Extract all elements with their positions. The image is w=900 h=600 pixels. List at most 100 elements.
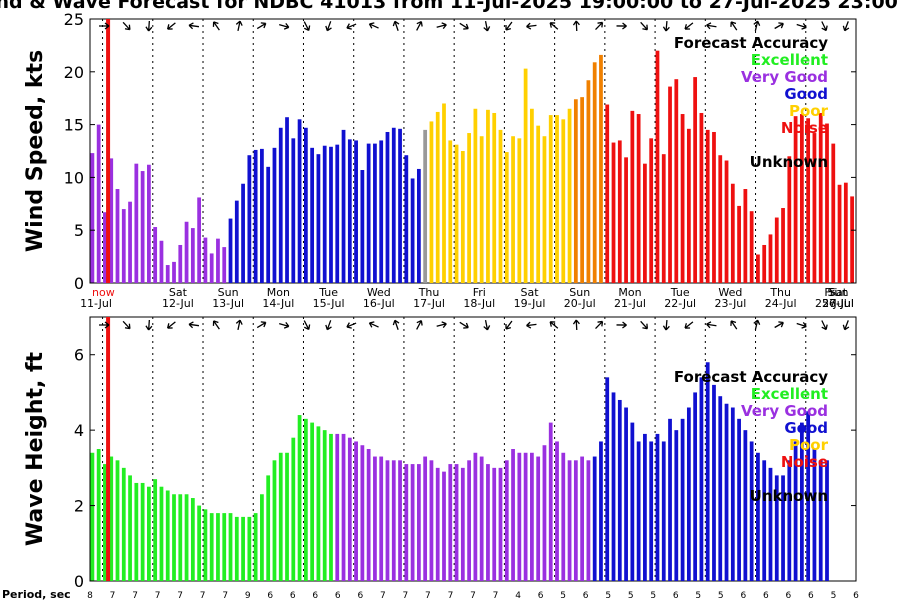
bar <box>153 227 158 283</box>
direction-arrow-icon <box>684 22 694 30</box>
bar <box>705 362 710 581</box>
bar <box>599 441 603 581</box>
bar <box>172 494 176 581</box>
bar <box>806 411 811 581</box>
day-tick-name: Tue <box>670 286 690 299</box>
period-value: 6 <box>673 591 679 600</box>
period-value: 7 <box>380 591 386 600</box>
day-tick-date: 25-Jul <box>815 297 847 310</box>
direction-arrow-icon <box>706 321 717 329</box>
bar <box>329 146 333 283</box>
bar <box>398 460 402 581</box>
bar <box>617 399 622 581</box>
bar <box>756 254 760 283</box>
period-value: 7 <box>425 591 431 600</box>
bar <box>511 449 515 581</box>
bar <box>460 467 465 581</box>
direction-arrow-icon <box>303 320 311 331</box>
bar <box>712 131 716 283</box>
bar <box>253 513 258 581</box>
bar <box>781 208 785 283</box>
bar <box>197 505 202 581</box>
bar <box>234 516 239 581</box>
bar <box>749 441 754 581</box>
bar <box>743 430 748 581</box>
day-tick-name: Mon <box>618 286 641 299</box>
bar <box>517 452 522 581</box>
direction-arrow-icon <box>166 22 176 30</box>
direction-arrow-icon <box>122 21 131 31</box>
bar <box>511 136 515 283</box>
bar <box>850 196 854 283</box>
direction-arrow-icon <box>549 22 559 30</box>
bar <box>442 103 446 283</box>
bar <box>216 513 220 581</box>
bar <box>335 433 340 581</box>
bar <box>718 155 723 283</box>
direction-arrow-icon <box>616 22 627 30</box>
bar <box>128 201 132 283</box>
bar <box>492 112 497 283</box>
direction-arrow-icon <box>368 22 379 29</box>
bar <box>674 430 679 581</box>
bar <box>253 149 258 283</box>
direction-arrow-icon <box>595 320 604 330</box>
period-value: 7 <box>132 591 138 600</box>
bar <box>272 460 277 581</box>
day-tick-date: 11-Jul <box>80 297 112 310</box>
period-value: 6 <box>853 591 859 600</box>
bar <box>347 139 352 283</box>
bar <box>316 426 321 581</box>
period-value: 6 <box>290 591 296 600</box>
bar <box>354 140 358 283</box>
bar <box>209 513 214 581</box>
bar <box>335 144 340 283</box>
direction-arrow-icon <box>640 21 648 31</box>
period-value: 6 <box>267 591 273 600</box>
bar <box>266 166 271 283</box>
bar <box>121 467 126 581</box>
direction-arrow-icon <box>572 20 580 32</box>
legend-title: Forecast Accuracy <box>674 368 828 386</box>
bar <box>611 392 616 581</box>
bar <box>486 464 490 581</box>
day-tick-date: 14-Jul <box>262 297 294 310</box>
direction-arrow-icon <box>235 20 243 32</box>
bar <box>743 189 748 283</box>
bar <box>354 441 358 581</box>
chart-title: Wind & Wave Forecast for NDBC 41013 from… <box>0 0 900 13</box>
bar <box>636 441 641 581</box>
y-tick-label: 0 <box>74 572 84 591</box>
day-tick-name: Sun <box>828 286 849 299</box>
bar <box>555 115 559 283</box>
bar <box>316 154 321 283</box>
bar <box>373 143 377 283</box>
legend-item: Unknown <box>750 487 828 505</box>
bar <box>190 228 195 283</box>
bar <box>680 114 685 283</box>
direction-arrow-icon <box>188 321 200 329</box>
direction-arrow-icon <box>505 320 513 330</box>
bar <box>448 140 453 283</box>
bar <box>498 467 503 581</box>
direction-arrow-icon <box>436 321 447 329</box>
direction-arrow-icon <box>459 321 469 329</box>
day-tick-name: Wed <box>718 286 742 299</box>
bar <box>661 441 666 581</box>
bar <box>391 460 396 581</box>
bar <box>241 516 245 581</box>
period-value: 7 <box>403 591 409 600</box>
bar <box>504 152 509 283</box>
bar <box>699 377 704 581</box>
bar <box>216 238 220 283</box>
bar <box>322 145 327 283</box>
plot-frame <box>89 316 857 582</box>
legend-item: Unknown <box>750 153 828 171</box>
period-value: 6 <box>741 591 747 600</box>
direction-arrow-icon <box>279 321 290 329</box>
direction-arrow-icon <box>346 23 357 30</box>
bar <box>730 183 735 283</box>
direction-arrow-icon <box>730 21 738 31</box>
